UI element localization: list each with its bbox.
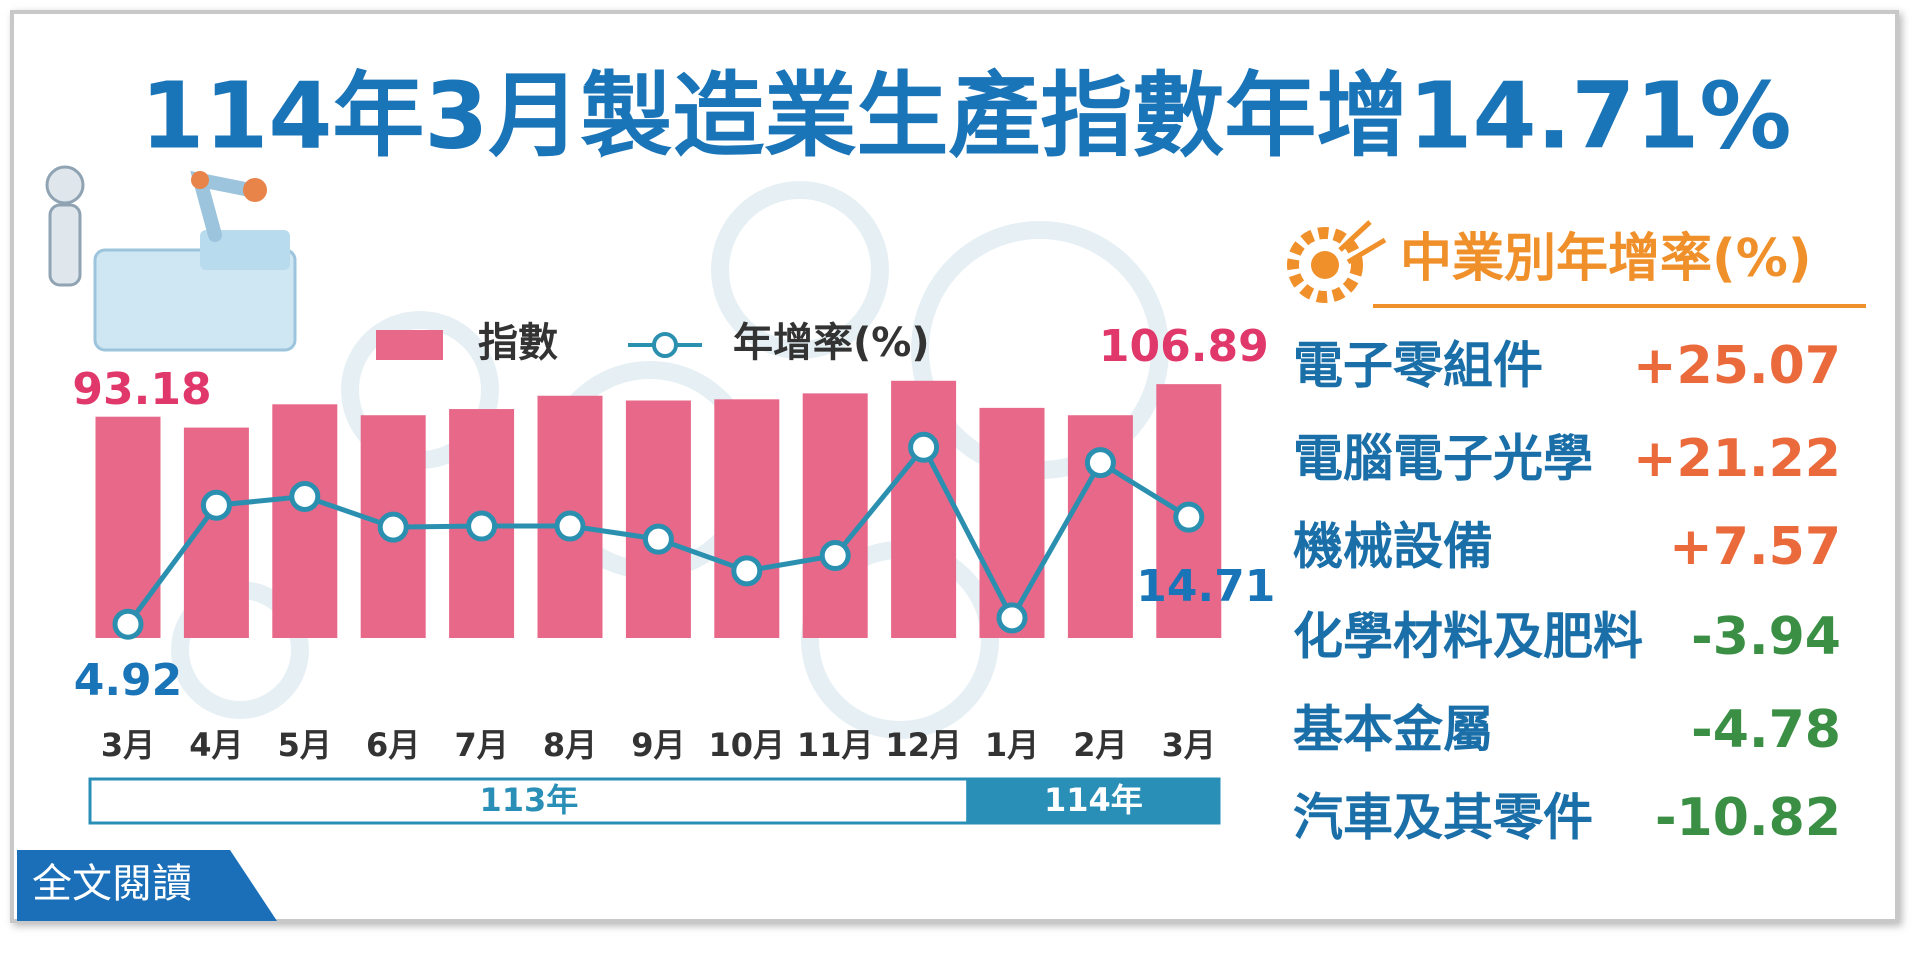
year-band bbox=[966, 777, 1221, 825]
growth-point bbox=[1084, 447, 1116, 479]
growth-point bbox=[289, 481, 321, 513]
button-label[interactable]: 全文閱讀 bbox=[32, 861, 192, 907]
bar-value-label: 93.18 bbox=[72, 364, 211, 415]
x-tick-label: 2月 bbox=[1073, 726, 1127, 764]
bar bbox=[625, 400, 691, 638]
bar bbox=[95, 416, 161, 638]
industry-name: 電子零組件 bbox=[1293, 337, 1543, 395]
bar bbox=[979, 407, 1045, 638]
x-tick-label: 9月 bbox=[631, 726, 685, 764]
x-tick-label: 3月 bbox=[101, 726, 155, 764]
bar bbox=[891, 380, 957, 638]
robot-illustration bbox=[45, 165, 297, 352]
growth-point bbox=[200, 489, 232, 521]
industry-value: -4.78 bbox=[1691, 700, 1841, 760]
industry-name: 基本金屬 bbox=[1293, 701, 1493, 759]
legend-label: 指數 bbox=[478, 320, 558, 366]
x-tick-label: 12月 bbox=[885, 726, 962, 764]
growth-point bbox=[642, 523, 674, 555]
industry-value: +21.22 bbox=[1633, 429, 1841, 489]
x-tick-label: 10月 bbox=[709, 726, 786, 764]
bar bbox=[714, 399, 780, 638]
bar-value-label: 106.89 bbox=[1099, 321, 1269, 372]
growth-point bbox=[908, 431, 940, 463]
read-more-button[interactable]: 全文閱讀 bbox=[17, 850, 277, 921]
industry-name: 化學材料及肥料 bbox=[1293, 608, 1643, 666]
x-tick-label: 11月 bbox=[797, 726, 874, 764]
industry-panel: 中業別年增率(%) bbox=[1287, 220, 1866, 308]
x-tick-label: 4月 bbox=[189, 726, 243, 764]
bar bbox=[802, 393, 868, 638]
legend-marker bbox=[652, 332, 678, 358]
industry-name: 汽車及其零件 bbox=[1293, 789, 1593, 847]
industry-name: 機械設備 bbox=[1293, 518, 1493, 576]
plot: 3月 4月 5月 6月 7月 8月 9月 10月 11月 12月 1月 2月 3月 93.18 106.89… bbox=[72, 320, 1275, 825]
legend-label: 年增率(%) bbox=[733, 320, 930, 366]
bar bbox=[272, 404, 338, 638]
line-value-label: 14.71 bbox=[1136, 561, 1275, 612]
growth-point bbox=[1173, 501, 1205, 533]
x-tick-label: 3月 bbox=[1162, 726, 1216, 764]
x-tick-label: 8月 bbox=[543, 726, 597, 764]
x-tick-label: 6月 bbox=[366, 726, 420, 764]
year-label: 114年 bbox=[1044, 781, 1143, 819]
table-title: 中業別年增率(%) bbox=[1400, 229, 1812, 289]
year-label: 113年 bbox=[479, 781, 578, 819]
growth-point bbox=[731, 555, 763, 587]
industry-value: +25.07 bbox=[1633, 336, 1841, 396]
x-tick-label: 5月 bbox=[278, 726, 332, 764]
growth-point bbox=[466, 510, 498, 542]
industry-value: -3.94 bbox=[1691, 607, 1841, 667]
growth-point bbox=[819, 540, 851, 572]
line-value-label: 4.92 bbox=[74, 655, 183, 706]
growth-point bbox=[996, 602, 1028, 634]
industry-value: +7.57 bbox=[1669, 517, 1841, 577]
growth-point bbox=[554, 510, 586, 542]
industry-name: 電腦電子光學 bbox=[1293, 430, 1593, 488]
growth-point bbox=[112, 608, 144, 640]
legend-swatch bbox=[376, 330, 443, 360]
growth-point bbox=[377, 511, 409, 543]
title: 114年3月製造業生產指數年增14.71% bbox=[140, 62, 1791, 169]
x-tick-label: 7月 bbox=[454, 726, 508, 764]
industry-value: -10.82 bbox=[1655, 788, 1841, 848]
x-tick-label: 1月 bbox=[985, 726, 1039, 764]
